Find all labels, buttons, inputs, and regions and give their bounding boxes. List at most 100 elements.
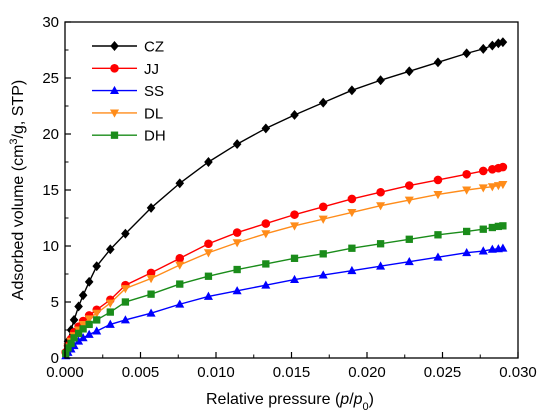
legend-item-dh: DH	[92, 128, 166, 145]
series-dh-point	[79, 325, 87, 333]
series-dh-point	[64, 344, 72, 352]
series-dl-point	[498, 180, 508, 190]
series-dh-point	[176, 280, 184, 288]
series-dh-point	[488, 223, 496, 232]
series-cz-point	[74, 301, 83, 312]
series-ss-point	[318, 270, 328, 279]
series-ss-point	[120, 315, 130, 324]
y-tick-label: 20	[42, 126, 59, 143]
series-dh-point	[74, 329, 83, 338]
series-dl-point	[404, 196, 414, 205]
series-cz-point	[498, 37, 508, 48]
series-cz-point	[204, 157, 213, 167]
series-dh-point	[479, 225, 487, 233]
series-dl-line	[65, 183, 504, 354]
series-ss-point	[92, 326, 102, 335]
legend-label-cz: CZ	[144, 39, 164, 56]
series-ss-point	[146, 308, 156, 317]
series-ss-point	[232, 286, 242, 295]
series-dh-point	[67, 339, 75, 348]
series-cz-point	[376, 75, 385, 86]
x-tick-label: 0.000	[46, 364, 84, 381]
x-axis-label: Relative pressure (p/p0)	[206, 391, 374, 413]
series-jj-point	[318, 202, 328, 212]
series-ss-point	[376, 261, 386, 270]
series-dh-point	[376, 240, 385, 248]
series-dl-point	[347, 208, 357, 218]
legend-swatch-marker	[109, 109, 120, 118]
series-ss	[61, 243, 508, 360]
y-tick-label: 0	[51, 350, 59, 367]
series-dl	[61, 180, 508, 359]
series-cz-point	[462, 48, 471, 59]
series-cz-point	[318, 97, 328, 108]
series-dh-point	[463, 227, 471, 236]
series-dl-point	[203, 249, 213, 258]
series-jj-point	[175, 254, 185, 263]
series-ss-point	[498, 243, 508, 252]
legend-swatch-marker	[110, 41, 119, 51]
series-cz-point	[433, 57, 443, 68]
series-dh-point	[147, 290, 155, 298]
series-dh-point	[434, 231, 442, 239]
series-cz-point	[146, 202, 156, 213]
series-jj-point	[204, 239, 213, 249]
series-cz-point	[121, 228, 130, 239]
axis-ticks: 0.000 0.005 0.010 0.015 0.020 0.025 0.030 0 5 10 1…	[42, 14, 536, 381]
series-dh-point	[494, 222, 503, 231]
series-ss-point	[78, 333, 88, 342]
series-ss-point	[290, 274, 300, 284]
x-tick-label: 0.020	[348, 364, 386, 381]
series-ss-point	[261, 280, 271, 289]
series-cz-point	[261, 123, 271, 134]
series-cz-point	[488, 40, 497, 51]
series-dl-point	[290, 222, 300, 231]
series-jj-point	[462, 170, 471, 179]
series-dl-point	[487, 183, 497, 192]
y-tick-label: 30	[42, 14, 59, 31]
series-cz-point	[347, 85, 357, 96]
x-tick-label: 0.010	[197, 364, 235, 381]
legend-swatch-marker	[109, 85, 120, 95]
series-cz-point	[78, 290, 88, 301]
series-dh-point	[290, 254, 299, 262]
series-cz-point	[175, 178, 185, 189]
series-dh-point	[85, 320, 93, 329]
legend-item-jj: JJ	[92, 61, 159, 78]
series-dl-point	[78, 320, 88, 330]
series-dl-point	[232, 239, 242, 248]
series-ss-point	[404, 256, 414, 266]
y-tick-label: 5	[51, 294, 59, 311]
series-jj-point	[232, 228, 242, 237]
legend-item-dl: DL	[92, 105, 163, 122]
series-dl-point	[105, 299, 115, 308]
y-axis-label: Adsorbed volume (cm3/g, STP)	[8, 80, 27, 300]
series-dl-point	[92, 309, 102, 318]
y-tick-label: 15	[42, 182, 59, 199]
legend-item-cz: CZ	[92, 39, 164, 56]
series-jj-point	[433, 175, 443, 185]
series-dl-point	[318, 215, 328, 224]
series-ss-point	[347, 265, 357, 275]
legend-label-jj: JJ	[144, 61, 159, 78]
series-dh-point	[204, 272, 213, 280]
series-dh-point	[62, 349, 70, 358]
series-ss-point	[175, 299, 185, 308]
series-ss-line	[65, 247, 503, 357]
x-tick-label: 0.025	[424, 364, 462, 381]
series-dl-point	[433, 191, 443, 200]
legend-swatch-marker	[110, 131, 119, 139]
series-jj-point	[146, 268, 156, 278]
series-jj-point	[478, 166, 488, 176]
series-dl-point	[84, 315, 94, 324]
series-cz-point	[232, 139, 242, 150]
legend-label-dh: DH	[144, 128, 166, 145]
series-jj-point	[404, 181, 414, 190]
series-dh-point	[348, 244, 356, 252]
legend: CZ JJ SS DL DH	[92, 39, 166, 145]
legend-swatch-marker	[110, 64, 119, 73]
series-jj-point	[376, 187, 385, 197]
series-ss-point	[84, 329, 94, 338]
series-dl-point	[462, 186, 472, 195]
